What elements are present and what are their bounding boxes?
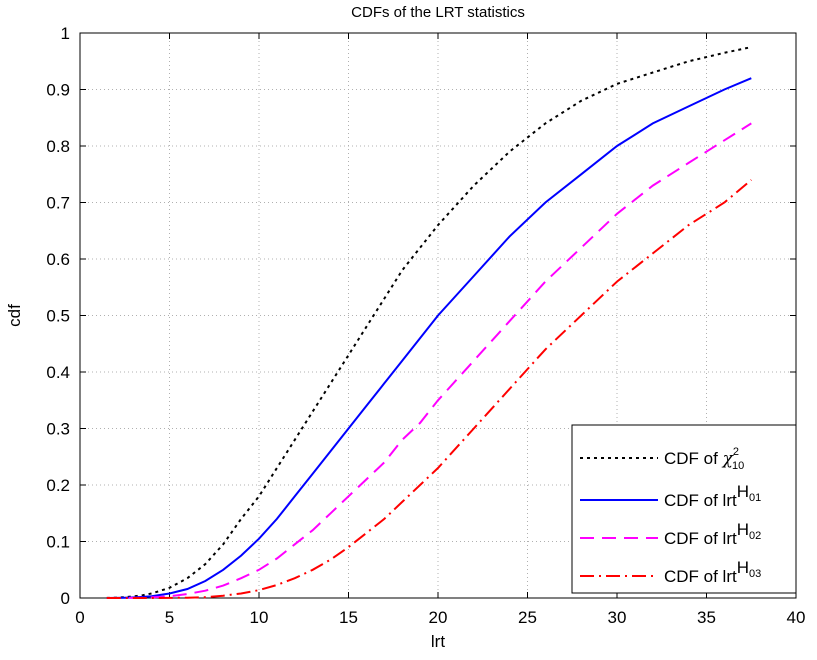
legend-label-4: CDF of lrtH03 bbox=[664, 558, 761, 586]
y-tick-label: 0.3 bbox=[46, 420, 70, 439]
series-group bbox=[106, 46, 752, 599]
axis-ticks: 0 5 10 15 20 25 30 35 40 0 0.1 0.2 0.3 0.4 0.5 0.6 0.7 0.… bbox=[46, 24, 805, 627]
y-tick-label: 0.5 bbox=[46, 307, 70, 326]
legend: CDF of χ2 10 CDF of lrtH01 CDF of lrtH02 CDF… bbox=[571, 424, 797, 594]
y-tick-label: 0.1 bbox=[46, 533, 70, 552]
y-tick-label: 0 bbox=[61, 589, 70, 608]
x-axis-label: lrt bbox=[431, 632, 445, 651]
y-axis-label: cdf bbox=[5, 304, 24, 327]
series-line-2 bbox=[106, 77, 752, 599]
y-tick-label: 0.6 bbox=[46, 250, 70, 269]
y-tick-label: 1 bbox=[61, 24, 70, 43]
x-tick-label: 5 bbox=[165, 608, 174, 627]
x-tick-label: 30 bbox=[608, 608, 627, 627]
series-line-4 bbox=[106, 179, 752, 599]
legend-label-3: CDF of lrtH02 bbox=[664, 520, 761, 548]
series-line-3 bbox=[106, 122, 752, 599]
y-tick-label: 0.8 bbox=[46, 137, 70, 156]
x-tick-label: 15 bbox=[339, 608, 358, 627]
x-tick-label: 40 bbox=[787, 608, 806, 627]
y-tick-label: 0.7 bbox=[46, 194, 70, 213]
legend-box bbox=[571, 424, 797, 594]
x-tick-label: 35 bbox=[697, 608, 716, 627]
x-tick-label: 25 bbox=[518, 608, 537, 627]
y-tick-label: 0.4 bbox=[46, 363, 70, 382]
x-tick-label: 0 bbox=[75, 608, 84, 627]
legend-label-2: CDF of lrtH01 bbox=[664, 482, 761, 510]
y-tick-label: 0.2 bbox=[46, 476, 70, 495]
y-tick-label: 0.9 bbox=[46, 81, 70, 100]
x-tick-label: 20 bbox=[429, 608, 448, 627]
legend-label-1: CDF of χ2 10 bbox=[664, 446, 744, 472]
chart-title: CDFs of the LRT statistics bbox=[351, 4, 525, 21]
x-tick-label: 10 bbox=[250, 608, 269, 627]
series-line-1 bbox=[106, 46, 752, 599]
